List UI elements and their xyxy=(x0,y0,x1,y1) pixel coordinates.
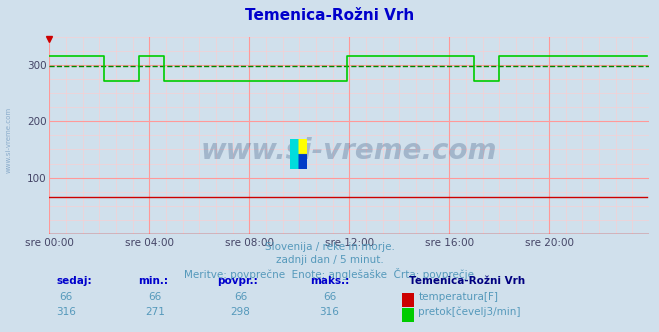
Text: 316: 316 xyxy=(320,307,339,317)
Text: 66: 66 xyxy=(59,292,72,302)
Text: temperatura[F]: temperatura[F] xyxy=(418,292,498,302)
Text: Slovenija / reke in morje.: Slovenija / reke in morje. xyxy=(264,242,395,252)
Text: www.si-vreme.com: www.si-vreme.com xyxy=(5,106,12,173)
Text: Meritve: povprečne  Enote: anglešaške  Črta: povprečje: Meritve: povprečne Enote: anglešaške Črt… xyxy=(185,268,474,280)
Text: 271: 271 xyxy=(145,307,165,317)
Text: maks.:: maks.: xyxy=(310,276,349,286)
Text: 316: 316 xyxy=(56,307,76,317)
Text: sedaj:: sedaj: xyxy=(56,276,92,286)
Text: zadnji dan / 5 minut.: zadnji dan / 5 minut. xyxy=(275,255,384,265)
Text: Temenica-Rožni Vrh: Temenica-Rožni Vrh xyxy=(409,276,525,286)
Text: 66: 66 xyxy=(234,292,247,302)
Text: Temenica-Rožni Vrh: Temenica-Rožni Vrh xyxy=(245,8,414,23)
Text: min.:: min.: xyxy=(138,276,169,286)
Text: pretok[čevelj3/min]: pretok[čevelj3/min] xyxy=(418,307,521,317)
Text: www.si-vreme.com: www.si-vreme.com xyxy=(201,137,498,165)
Text: 66: 66 xyxy=(148,292,161,302)
Text: 298: 298 xyxy=(231,307,250,317)
Text: 66: 66 xyxy=(323,292,336,302)
Text: povpr.:: povpr.: xyxy=(217,276,258,286)
